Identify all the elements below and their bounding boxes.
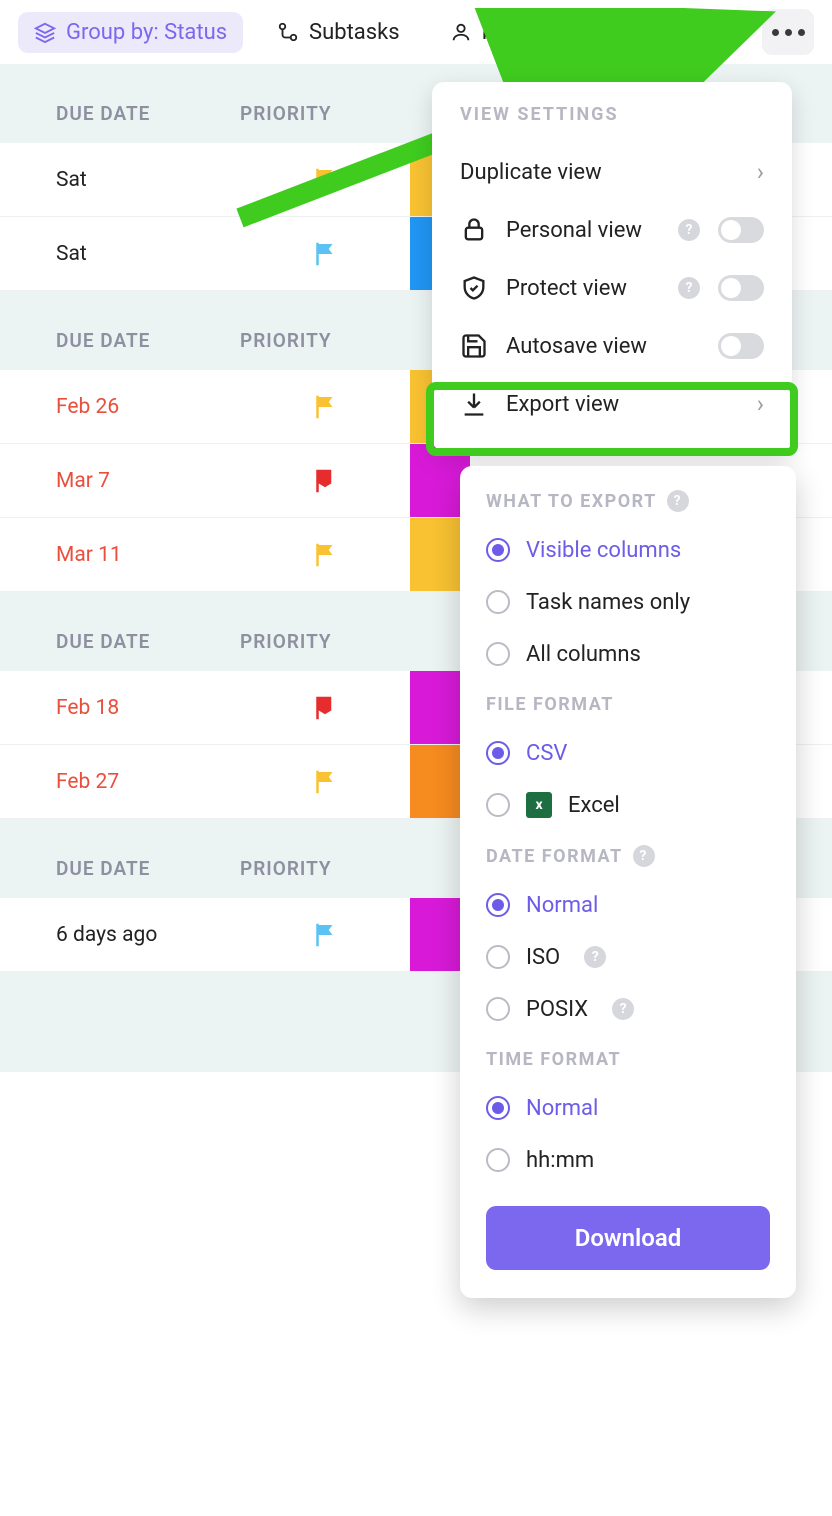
group-by-label: Group by: Status — [66, 20, 227, 45]
radio-label: POSIX — [526, 997, 588, 1022]
priority-cell[interactable] — [240, 392, 410, 422]
date-posix-radio[interactable]: POSIX? — [486, 983, 770, 1035]
eye-icon — [627, 21, 649, 43]
personal-view-item[interactable]: Personal view ? — [460, 201, 764, 259]
due-date-cell: Feb 27 — [0, 770, 240, 794]
file-format-heading: FILE FORMAT — [486, 694, 770, 715]
radio-label: hh:mm — [526, 1148, 594, 1173]
help-icon[interactable]: ? — [678, 219, 700, 241]
priority-cell[interactable] — [240, 466, 410, 496]
date-normal-radio[interactable]: Normal — [486, 879, 770, 931]
radio-label: Normal — [526, 1096, 598, 1121]
due-date-header: DUE DATE — [0, 630, 240, 653]
assignees-button[interactable] — [563, 13, 593, 51]
excel-icon: x — [526, 792, 552, 818]
priority-cell[interactable] — [240, 693, 410, 723]
radio-label: Normal — [526, 893, 598, 918]
export-visible-columns-radio[interactable]: Visible columns — [486, 524, 770, 576]
export-all-columns-radio[interactable]: All columns — [486, 628, 770, 680]
layers-icon — [34, 21, 56, 43]
download-icon — [460, 390, 488, 418]
date-format-label: DATE FORMAT — [486, 846, 623, 867]
download-label: Download — [575, 1224, 682, 1252]
protect-view-label: Protect view — [506, 276, 660, 301]
me-label: Me — [482, 20, 513, 45]
separator-dot — [539, 29, 545, 35]
save-icon — [460, 332, 488, 360]
time-normal-radio[interactable]: Normal — [486, 1082, 770, 1134]
duplicate-view-item[interactable]: Duplicate view › — [460, 143, 764, 201]
view-settings-menu: VIEW SETTINGS Duplicate view › Personal … — [432, 82, 792, 451]
chevron-right-icon: › — [757, 390, 764, 418]
show-button[interactable]: Show — [611, 12, 729, 53]
protect-view-toggle[interactable] — [718, 275, 764, 301]
priority-cell[interactable] — [240, 767, 410, 797]
priority-cell[interactable] — [240, 239, 410, 269]
export-view-label: Export view — [506, 392, 739, 417]
date-format-heading: DATE FORMAT ? — [486, 845, 770, 867]
priority-header: PRIORITY — [240, 630, 410, 653]
priority-header: PRIORITY — [240, 857, 410, 880]
help-icon[interactable]: ? — [633, 845, 655, 867]
subtasks-label: Subtasks — [309, 20, 400, 45]
export-task-names-radio[interactable]: Task names only — [486, 576, 770, 628]
personal-view-label: Personal view — [506, 218, 660, 243]
priority-header: PRIORITY — [240, 102, 410, 125]
autosave-view-toggle[interactable] — [718, 333, 764, 359]
what-to-export-label: WHAT TO EXPORT — [486, 491, 657, 512]
time-hhmm-radio[interactable]: hh:mm — [486, 1134, 770, 1186]
radio-label: CSV — [526, 741, 567, 766]
lock-icon — [460, 216, 488, 244]
subtasks-button[interactable]: Subtasks — [261, 12, 416, 53]
file-excel-radio[interactable]: x Excel — [486, 779, 770, 831]
priority-cell[interactable] — [240, 920, 410, 950]
due-date-header: DUE DATE — [0, 857, 240, 880]
due-date-cell: Feb 18 — [0, 696, 240, 720]
users-icon — [567, 21, 589, 43]
priority-header: PRIORITY — [240, 329, 410, 352]
group-by-button[interactable]: Group by: Status — [18, 12, 243, 53]
more-button[interactable] — [762, 9, 814, 55]
view-settings-title: VIEW SETTINGS — [460, 104, 764, 125]
due-date-header: DUE DATE — [0, 102, 240, 125]
radio-label: ISO — [526, 945, 560, 970]
time-format-heading: TIME FORMAT — [486, 1049, 770, 1070]
help-icon[interactable]: ? — [584, 946, 606, 968]
download-button[interactable]: Download — [486, 1206, 770, 1270]
priority-cell[interactable] — [240, 165, 410, 195]
toolbar: Group by: Status Subtasks Me Show — [0, 0, 832, 64]
due-date-cell: Feb 26 — [0, 395, 240, 419]
subtask-icon — [277, 21, 299, 43]
personal-view-toggle[interactable] — [718, 217, 764, 243]
priority-cell[interactable] — [240, 540, 410, 570]
date-iso-radio[interactable]: ISO? — [486, 931, 770, 983]
me-button[interactable]: Me — [434, 12, 521, 53]
radio-label: Excel — [568, 793, 620, 818]
due-date-header: DUE DATE — [0, 329, 240, 352]
due-date-cell: Sat — [0, 168, 240, 192]
due-date-cell: 6 days ago — [0, 923, 240, 947]
help-icon[interactable]: ? — [612, 998, 634, 1020]
help-icon[interactable]: ? — [667, 490, 689, 512]
help-icon[interactable]: ? — [678, 277, 700, 299]
autosave-view-item[interactable]: Autosave view — [460, 317, 764, 375]
export-view-item[interactable]: Export view › — [460, 375, 764, 433]
radio-label: Visible columns — [526, 538, 681, 563]
autosave-view-label: Autosave view — [506, 334, 700, 359]
due-date-cell: Mar 11 — [0, 543, 240, 567]
due-date-cell: Sat — [0, 242, 240, 266]
show-label: Show — [659, 20, 713, 45]
protect-view-item[interactable]: Protect view ? — [460, 259, 764, 317]
shield-icon — [460, 274, 488, 302]
chevron-right-icon: › — [757, 158, 764, 186]
radio-label: All columns — [526, 642, 641, 667]
what-to-export-heading: WHAT TO EXPORT ? — [486, 490, 770, 512]
export-submenu: WHAT TO EXPORT ? Visible columns Task na… — [460, 466, 796, 1298]
file-csv-radio[interactable]: CSV — [486, 727, 770, 779]
radio-label: Task names only — [526, 590, 690, 615]
user-icon — [450, 21, 472, 43]
due-date-cell: Mar 7 — [0, 469, 240, 493]
duplicate-view-label: Duplicate view — [460, 160, 739, 185]
